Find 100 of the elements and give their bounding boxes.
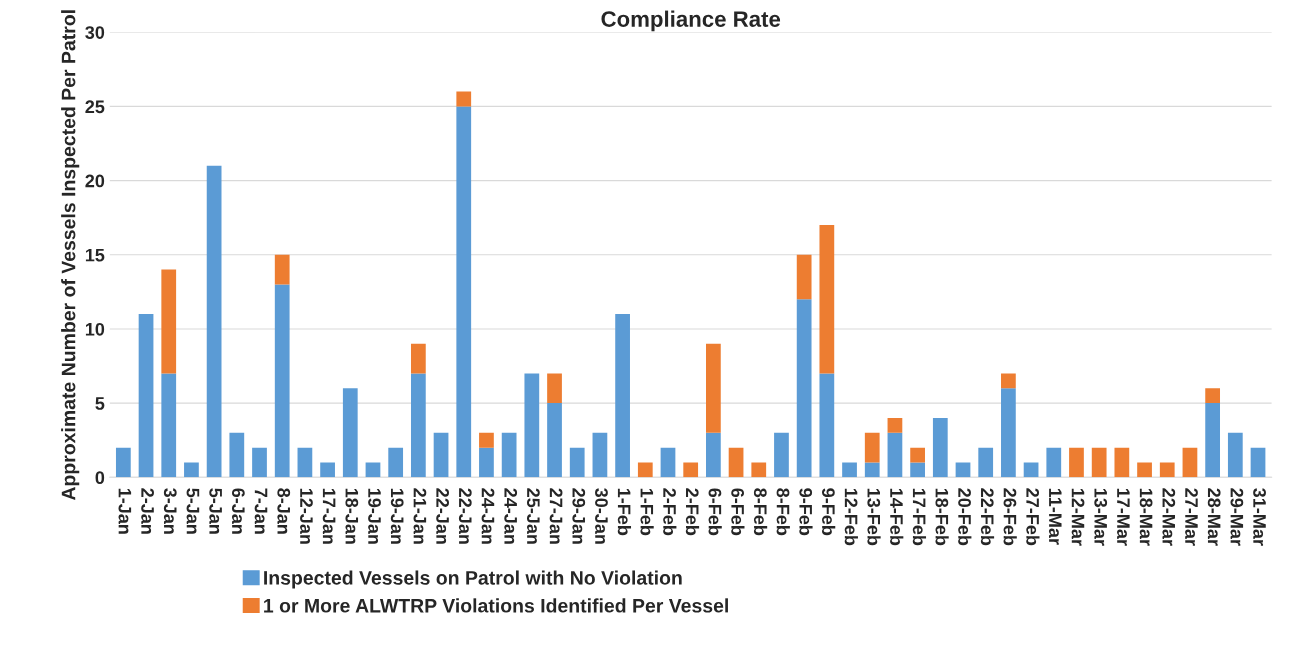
x-tick-label: 22-Feb [980, 488, 995, 546]
bar [524, 373, 540, 478]
bar [115, 447, 131, 478]
x-tick-label: 1-Feb [640, 488, 654, 536]
x-tick-label: 19-Jan [390, 488, 404, 544]
bar [978, 447, 994, 478]
bar [751, 462, 767, 478]
x-tick-label: 3-Jan [163, 488, 177, 534]
x-tick-label: 1-Jan [118, 488, 132, 534]
chart-title: Compliance Rate [601, 10, 781, 32]
bar [456, 106, 472, 478]
bar [1205, 403, 1221, 478]
bar [479, 447, 494, 478]
x-tick-label: 29-Mar [1230, 488, 1244, 546]
bar [1205, 388, 1221, 404]
x-tick-label: 1-Feb [617, 488, 632, 536]
bar [1137, 462, 1152, 478]
bar [388, 447, 404, 478]
x-tick-label: 8-Feb [753, 488, 768, 536]
bar [229, 432, 245, 478]
bar [796, 299, 812, 478]
bar [138, 314, 154, 478]
x-tick-label: 22-Jan [458, 488, 472, 544]
bar [297, 447, 313, 478]
x-tick-label: 17-Mar [1117, 488, 1130, 546]
bar [365, 462, 381, 478]
bar [342, 388, 358, 478]
x-tick-label: 19-Jan [368, 488, 381, 544]
x-tick-label: 9-Feb [822, 488, 836, 536]
x-tick-label: 12-Feb [844, 488, 858, 546]
x-tick-label: 21-Jan [413, 488, 427, 544]
x-tick-label: 6-Feb [708, 488, 722, 536]
bar [683, 462, 699, 478]
bar [706, 343, 721, 433]
bar [547, 373, 562, 404]
bar [637, 462, 653, 478]
x-tick-label: 13-Mar [1094, 488, 1108, 546]
x-tick-label: 6-Feb [731, 488, 745, 536]
bar [1046, 447, 1062, 478]
bar [910, 447, 925, 463]
bar [1001, 388, 1016, 478]
legend-label: Inspected Vessels on Patrol with No Violation [264, 570, 682, 589]
x-tick-label: 18-Mar [1139, 488, 1153, 546]
bar [1159, 462, 1175, 478]
bar [410, 373, 426, 478]
x-tick-label: 8-Jan [277, 488, 291, 534]
y-tick-label: 30 [85, 26, 105, 39]
bar [320, 462, 335, 478]
bar [774, 432, 789, 478]
bar [252, 447, 267, 478]
bar [615, 314, 630, 478]
bar [910, 462, 925, 478]
bar [501, 432, 517, 478]
x-tick-label: 28-Mar [1207, 488, 1221, 546]
x-tick-label: 17-Jan [322, 488, 336, 544]
bar [1069, 447, 1084, 478]
x-tick-label: 5-Jan [209, 488, 222, 534]
bar [660, 447, 676, 478]
bar [433, 432, 449, 478]
bar [887, 417, 903, 433]
x-tick-label: 2-Feb [685, 488, 700, 536]
bar [1250, 447, 1266, 478]
bar [161, 373, 177, 478]
bar [796, 254, 812, 300]
x-tick-label: 14-Feb [890, 488, 904, 546]
x-tick-label: 31-Mar [1253, 488, 1266, 546]
y-tick-label: 10 [85, 322, 105, 336]
bar [184, 462, 199, 478]
x-tick-label: 27-Jan [549, 488, 563, 544]
bar [728, 447, 744, 478]
y-tick-label: 5 [95, 397, 105, 410]
x-tick-label: 2-Feb [663, 488, 677, 536]
bar [274, 284, 290, 478]
x-tick-label: 24-Jan [481, 488, 495, 544]
bar [706, 432, 721, 478]
bar [1227, 432, 1243, 478]
legend-label: 1 or More ALWTRP Violations Identified Per Vessel [264, 598, 728, 613]
y-tick-label: 25 [85, 100, 105, 114]
x-tick-label: 17-Feb [912, 488, 927, 546]
bar [206, 165, 222, 478]
x-tick-label: 8-Feb [776, 488, 790, 536]
bar [569, 447, 585, 478]
y-axis-title: Approximate Number of Vessels Inspected Per Patrol [61, 10, 80, 501]
bar [932, 417, 948, 478]
x-tick-label: 11-Mar [1048, 488, 1062, 545]
x-tick-label: 29-Jan [572, 488, 586, 544]
y-tick-label: 20 [85, 174, 105, 188]
x-tick-label: 18-Feb [935, 488, 949, 546]
bar [161, 269, 177, 374]
x-tick-label: 25-Jan [526, 488, 540, 544]
x-tick-label: 9-Feb [799, 488, 813, 536]
x-tick-label: 13-Feb [867, 488, 881, 546]
bar [887, 432, 903, 478]
x-tick-label: 7-Jan [254, 488, 268, 534]
bar [547, 403, 562, 478]
bar [592, 432, 608, 478]
x-tick-label: 5-Jan [186, 488, 200, 534]
x-tick-label: 18-Jan [345, 488, 359, 544]
bar [274, 254, 290, 285]
x-tick-label: 27-Feb [1026, 488, 1040, 546]
